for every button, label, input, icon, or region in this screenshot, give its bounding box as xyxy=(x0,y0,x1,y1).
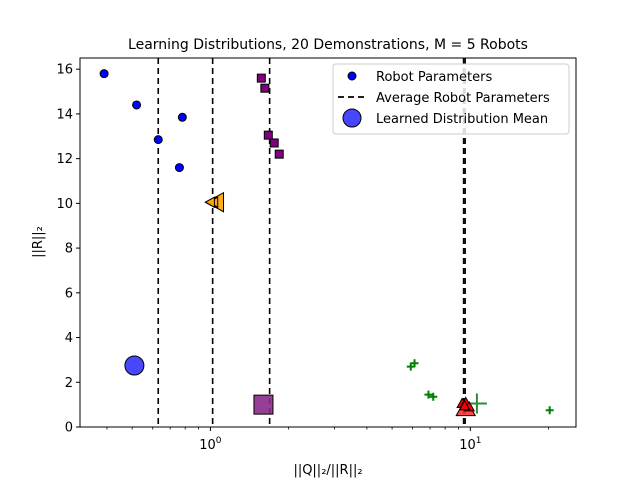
robot-point-blue-circles xyxy=(174,163,184,173)
y-tick-label: 12 xyxy=(56,152,73,167)
robot-point-green-crosses xyxy=(429,392,438,401)
y-tick-label: 0 xyxy=(65,421,73,436)
y-tick-label: 16 xyxy=(56,63,73,78)
y-axis-ticks: 0 2 4 6 8 10 12 14 16 xyxy=(56,63,80,436)
y-tick-label: 6 xyxy=(65,286,73,301)
robot-point-red-triangles xyxy=(458,399,471,411)
learned-mean-purple-squares xyxy=(253,394,274,415)
x-tick-label: 100 xyxy=(199,436,222,453)
robot-point-blue-circles xyxy=(153,135,163,145)
legend-label-robot-parameters: Robot Parameters xyxy=(376,70,492,85)
robot-point-purple-squares xyxy=(260,83,270,93)
legend-label-learned-mean: Learned Distribution Mean xyxy=(376,112,548,127)
robot-point-orange-triangles xyxy=(204,196,215,209)
robot-point-blue-circles xyxy=(99,69,109,79)
robot-point-purple-squares xyxy=(269,138,279,148)
learned-mean-blue-circles xyxy=(124,355,145,376)
robot-point-green-crosses xyxy=(410,359,419,368)
chart-title: Learning Distributions, 20 Demonstration… xyxy=(128,37,528,53)
legend-label-average-robot-parameters: Average Robot Parameters xyxy=(376,91,550,106)
robot-point-green-crosses xyxy=(545,406,554,415)
robot-point-purple-squares xyxy=(256,73,266,83)
y-tick-label: 10 xyxy=(56,197,73,212)
y-tick-label: 2 xyxy=(65,376,73,391)
y-tick-label: 4 xyxy=(65,331,73,346)
robot-points xyxy=(99,69,554,415)
y-tick-label: 14 xyxy=(56,107,73,122)
robot-point-green-crosses xyxy=(424,390,433,399)
y-tick-label: 8 xyxy=(65,242,73,257)
robot-point-blue-circles xyxy=(177,112,187,122)
legend-marker-learned-mean xyxy=(342,108,362,128)
legend: Robot Parameters Average Robot Parameter… xyxy=(332,63,570,135)
legend-marker-robot-parameters xyxy=(347,71,357,81)
legend-box xyxy=(332,63,570,135)
plot-frame xyxy=(79,57,577,428)
robot-point-blue-circles xyxy=(132,100,142,110)
x-tick-label: 101 xyxy=(459,436,481,453)
robot-point-purple-squares xyxy=(274,149,284,159)
x-axis-label: ||Q||₂/||R||₂ xyxy=(293,463,362,478)
y-axis-label: ||R||₂ xyxy=(31,226,46,258)
robot-point-purple-squares xyxy=(263,130,273,140)
x-axis-ticks: 100 101 xyxy=(106,427,549,453)
